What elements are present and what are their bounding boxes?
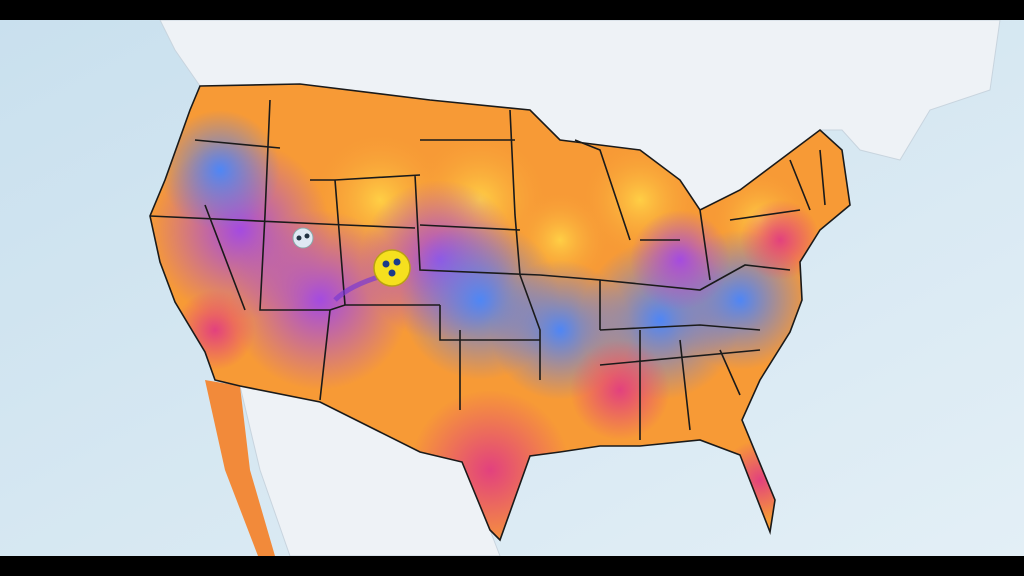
state-borders bbox=[149, 83, 851, 541]
letterbox-top bbox=[0, 0, 1024, 20]
letterbox-bottom bbox=[0, 556, 1024, 576]
storm-center-marker-colorado[interactable] bbox=[373, 249, 411, 287]
storm-center-marker-west[interactable] bbox=[292, 227, 314, 249]
baja-peninsula bbox=[205, 380, 275, 556]
